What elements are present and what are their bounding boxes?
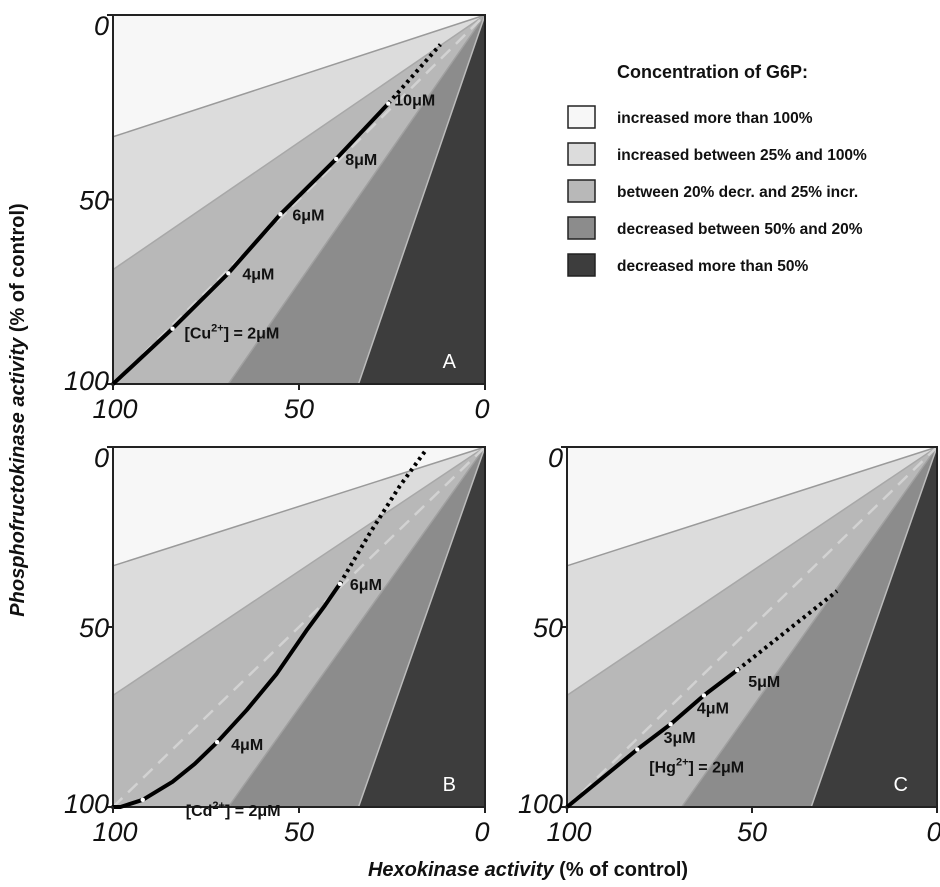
y-axis-title: Phosphofructokinase activity (% of contr… <box>7 203 29 616</box>
region-boundary <box>681 446 938 808</box>
point-label-part: [Cd <box>186 803 213 820</box>
panel-label: C <box>894 774 908 796</box>
series-line <box>111 101 391 386</box>
region-boundary <box>566 446 938 567</box>
data-point <box>386 101 391 106</box>
legend-swatch <box>567 216 596 240</box>
data-point <box>214 740 220 745</box>
series-extrapolation <box>338 449 428 585</box>
x-tick-label: 0 <box>926 817 940 847</box>
data-point <box>170 326 175 331</box>
diagonal-reference-line <box>112 446 486 808</box>
point-label-superscript: 2+ <box>676 756 689 768</box>
y-axis-title-unit: (% of control) <box>7 203 29 337</box>
x-axis-title: Hexokinase activity (% of control) <box>368 859 688 881</box>
y-tick-label: 0 <box>94 11 109 41</box>
point-label: 6μM <box>292 207 324 224</box>
x-tick-label: 0 <box>474 817 489 847</box>
data-point <box>701 693 707 698</box>
region-boundary <box>227 446 486 808</box>
legend-item-label: decreased more than 50% <box>617 258 808 275</box>
point-label-part: [Hg <box>649 759 676 776</box>
data-point <box>278 212 283 217</box>
x-tick-label: 0 <box>474 394 489 424</box>
region-boundary <box>357 446 486 808</box>
legend-items: increased more than 100% increased betwee… <box>567 105 867 277</box>
point-label: 4μM <box>242 266 274 283</box>
point-label: 4μM <box>697 700 729 717</box>
diagonal-reference-line <box>566 446 938 808</box>
legend-item-label: between 20% decr. and 25% incr. <box>617 184 858 201</box>
x-tick-label: 50 <box>284 817 314 847</box>
region-boundary <box>112 14 486 138</box>
data-point <box>668 722 673 727</box>
region-boundary <box>112 14 486 271</box>
y-tick-label: 0 <box>548 443 563 473</box>
data-point <box>226 271 231 276</box>
diagonal-reference-line <box>112 14 486 385</box>
data-point <box>337 581 343 586</box>
data-point <box>334 156 339 162</box>
y-tick-label: 100 <box>64 789 109 819</box>
x-tick-label: 50 <box>284 394 314 424</box>
y-tick-label: 100 <box>518 789 563 819</box>
panel-c: [Hg2+] = 2μM3μM4μM5μMC050100100500 <box>518 443 940 847</box>
y-axis-title-main: Phosphofructokinase activity <box>7 337 29 617</box>
point-label: 5μM <box>748 674 780 691</box>
point-label-part: ] = 2μM <box>225 803 281 820</box>
point-label: 4μM <box>231 737 263 754</box>
y-tick-label: 50 <box>79 186 109 216</box>
point-label: [Cd2+] = 2μM <box>186 800 281 820</box>
series-extrapolation <box>386 43 442 105</box>
x-tick-label: 100 <box>92 394 137 424</box>
x-tick-label: 50 <box>737 817 767 847</box>
point-label: 10μM <box>394 93 435 110</box>
data-point <box>635 747 640 752</box>
legend-swatch <box>567 253 596 277</box>
region-boundary <box>227 14 486 385</box>
x-axis-title-main: Hexokinase activity <box>368 859 555 881</box>
x-axis-title-unit: (% of control) <box>554 859 688 881</box>
legend-swatch <box>567 105 596 129</box>
region-boundary <box>566 446 938 697</box>
legend: Concentration of G6P: increased more tha… <box>567 62 867 277</box>
legend-title: Concentration of G6P: <box>617 62 808 82</box>
legend-item-label: decreased between 50% and 20% <box>617 221 863 238</box>
legend-swatch <box>567 142 596 166</box>
point-label-part: [Cu <box>185 326 212 343</box>
point-label: 3μM <box>664 730 696 747</box>
data-point <box>140 797 145 802</box>
point-label: 6μM <box>350 577 382 594</box>
panel-label: A <box>443 351 457 373</box>
point-label-part: ] = 2μM <box>224 326 280 343</box>
y-tick-label: 100 <box>64 366 109 396</box>
legend-item-label: increased between 25% and 100% <box>617 147 867 164</box>
y-tick-label: 50 <box>79 613 109 643</box>
y-tick-label: 50 <box>533 613 563 643</box>
point-label: [Cu2+] = 2μM <box>185 323 280 343</box>
legend-item-label: increased more than 100% <box>617 110 813 127</box>
x-tick-label: 100 <box>546 817 591 847</box>
region-boundary <box>112 446 486 697</box>
region-boundary <box>112 446 486 567</box>
x-tick-label: 100 <box>92 817 137 847</box>
region-boundary <box>810 446 938 808</box>
series-extrapolation <box>735 589 839 672</box>
point-label-part: ] = 2μM <box>689 759 745 776</box>
region-boundary <box>357 14 486 385</box>
y-tick-label: 0 <box>94 443 109 473</box>
data-point <box>735 668 740 673</box>
point-label-superscript: 2+ <box>212 800 225 812</box>
panel-label: B <box>443 774 456 796</box>
point-label-superscript: 2+ <box>211 323 224 335</box>
point-label: 8μM <box>345 152 377 169</box>
legend-swatch <box>567 179 596 203</box>
point-label: [Hg2+] = 2μM <box>649 756 744 776</box>
